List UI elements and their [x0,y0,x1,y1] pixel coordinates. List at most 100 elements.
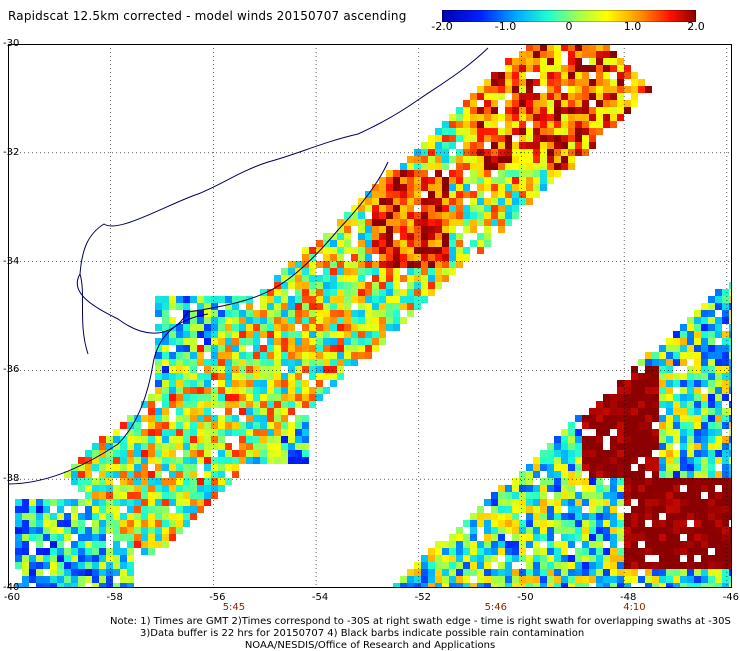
wind-cell [421,254,428,261]
wind-cell [575,499,582,506]
wind-cell [463,212,470,219]
wind-cell [99,492,106,499]
wind-cell [176,492,183,499]
wind-cell [610,65,617,72]
wind-cell [253,401,260,408]
wind-cell [680,548,687,555]
wind-cell [393,268,400,275]
wind-cell [533,555,540,562]
wind-cell [253,415,260,422]
wind-cell [148,422,155,429]
wind-cell [638,86,645,93]
wind-cell [533,576,540,583]
wind-cell [295,415,302,422]
wind-cell [190,450,197,457]
wind-cell [288,282,295,289]
wind-cell [288,373,295,380]
wind-cell [281,289,288,296]
wind-cell [687,478,694,485]
wind-cell [680,471,687,478]
wind-cell [36,562,43,569]
wind-cell [680,527,687,534]
wind-cell [687,562,694,569]
wind-cell [505,212,512,219]
wind-cell [15,562,22,569]
wind-cell [442,562,449,569]
wind-cell [183,436,190,443]
wind-cell [274,303,281,310]
wind-cell [512,121,519,128]
wind-cell [309,296,316,303]
wind-cell [659,506,666,513]
wind-cell [330,240,337,247]
wind-cell [442,254,449,261]
wind-cell [407,583,414,588]
wind-cell [526,114,533,121]
wind-cell [596,443,603,450]
wind-cell [365,324,372,331]
wind-cell [617,576,624,583]
wind-cell [134,492,141,499]
wind-cell [218,457,225,464]
wind-cell [379,275,386,282]
wind-cell [589,450,596,457]
wind-cell [155,303,162,310]
wind-cell [330,275,337,282]
wind-cell [596,79,603,86]
wind-cell [197,408,204,415]
wind-cell [533,100,540,107]
wind-cell [50,562,57,569]
wind-cell [645,492,652,499]
wind-cell [428,156,435,163]
wind-cell [57,576,64,583]
wind-cell [113,513,120,520]
wind-cell [218,471,225,478]
wind-cell [568,576,575,583]
wind-cell [358,226,365,233]
wind-cell [568,569,575,576]
wind-cell [603,93,610,100]
wind-cell [568,128,575,135]
wind-cell [645,394,652,401]
wind-cell [442,233,449,240]
wind-cell [204,338,211,345]
wind-cell [127,548,134,555]
wind-cell [582,576,589,583]
wind-cell [694,562,701,569]
wind-cell [596,520,603,527]
wind-cell [400,240,407,247]
wind-cell [610,492,617,499]
wind-cell [211,317,218,324]
wind-cell [113,492,120,499]
wind-cell [575,100,582,107]
wind-cell [666,492,673,499]
wind-cell [568,100,575,107]
wind-cell [120,527,127,534]
wind-cell [568,51,575,58]
wind-cell [512,205,519,212]
wind-cell [253,324,260,331]
wind-cell [512,79,519,86]
wind-cell [120,478,127,485]
wind-cell [15,513,22,520]
wind-cell [169,373,176,380]
wind-cell [575,51,582,58]
wind-cell [288,338,295,345]
wind-cell [547,128,554,135]
wind-cell [106,555,113,562]
wind-cell [113,464,120,471]
wind-cell [729,499,732,506]
wind-cell [554,471,561,478]
wind-cell [372,324,379,331]
wind-cell [582,51,589,58]
wind-cell [92,520,99,527]
wind-cell [722,576,729,583]
wind-cell [386,275,393,282]
wind-cell [624,415,631,422]
wind-cell [582,583,589,588]
wind-cell [659,562,666,569]
wind-cell [239,324,246,331]
wind-cell [197,457,204,464]
wind-cell [456,135,463,142]
wind-cell [568,65,575,72]
